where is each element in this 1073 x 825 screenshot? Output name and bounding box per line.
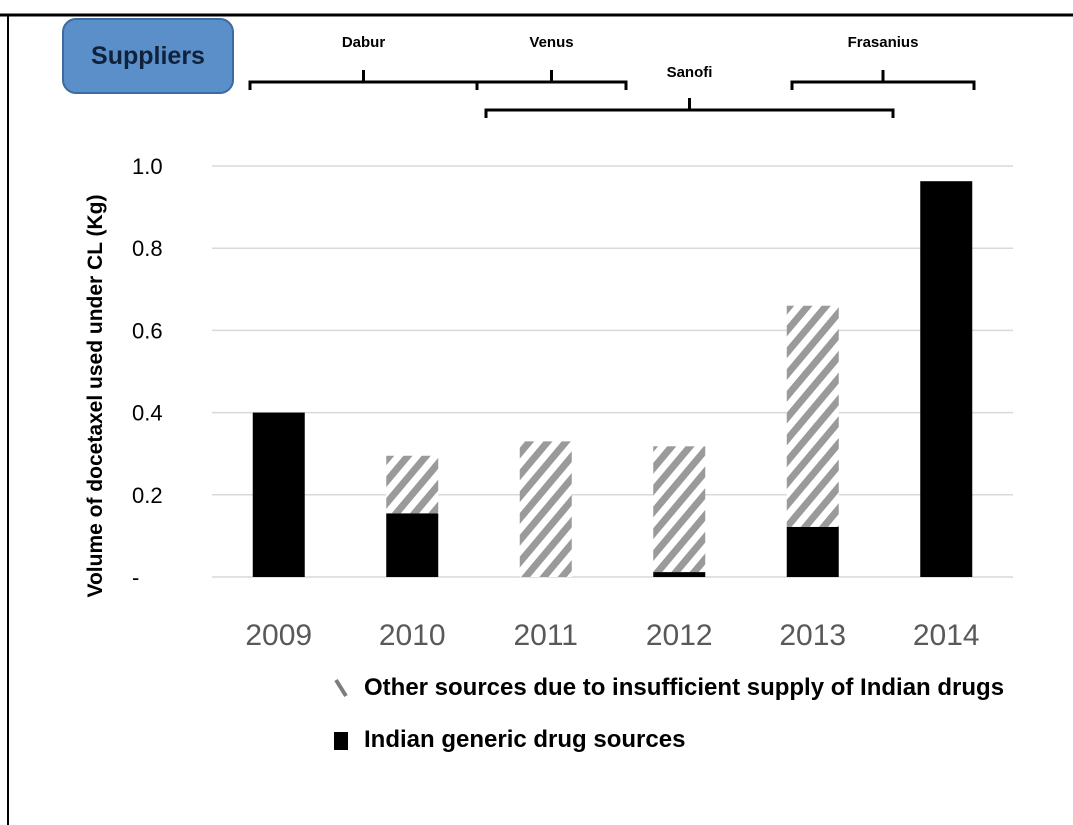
legend-label-other: Other sources due to insufficient supply… <box>364 674 1005 701</box>
gridlines <box>212 165 1013 578</box>
y-tick-label: 1.0 <box>132 154 163 179</box>
bar-other-2012 <box>653 446 706 573</box>
bars <box>252 181 973 577</box>
bar-indian-2009 <box>252 412 305 577</box>
bar-indian-2013 <box>786 526 839 577</box>
y-tick-labels: - 0.2 0.4 0.6 0.8 1.0 <box>132 154 163 590</box>
supplier-brackets: Dabur Venus Sanofi Frasanius <box>248 34 976 118</box>
x-tick-label: 2013 <box>779 619 846 652</box>
y-tick-label: 0.2 <box>132 483 163 508</box>
x-tick-label: 2010 <box>379 619 446 652</box>
x-tick-label: 2012 <box>646 619 713 652</box>
supplier-label-sanofi: Sanofi <box>667 64 713 81</box>
supplier-bracket-venus <box>475 70 628 90</box>
suppliers-header-box: Suppliers <box>62 18 234 94</box>
supplier-label-venus: Venus <box>529 34 573 51</box>
y-axis-title: Volume of docetaxel used under CL (Kg) <box>84 194 107 598</box>
y-tick-label: - <box>132 565 139 590</box>
legend-solid-icon <box>334 732 348 750</box>
suppliers-header-label: Suppliers <box>91 41 205 70</box>
supplier-bracket-dabur <box>248 70 479 90</box>
bar-other-2011 <box>519 441 572 577</box>
x-tick-label: 2011 <box>513 619 578 652</box>
bar-other-2010 <box>386 455 439 514</box>
legend-label-indian: Indian generic drug sources <box>364 726 686 753</box>
supplier-bracket-sanofi <box>484 98 895 118</box>
x-tick-label: 2009 <box>245 619 312 652</box>
bar-indian-2012 <box>653 572 706 577</box>
legend-hatch-icon <box>334 678 348 698</box>
y-tick-label: 0.8 <box>132 236 163 261</box>
bar-indian-2014 <box>920 181 973 577</box>
bar-other-2013 <box>786 305 839 527</box>
bar-indian-2010 <box>386 513 439 577</box>
y-tick-label: 0.4 <box>132 401 163 426</box>
x-tick-labels: 2009 2010 2011 2012 2013 2014 <box>245 619 979 652</box>
y-tick-label: 0.6 <box>132 318 163 343</box>
x-tick-label: 2014 <box>913 619 980 652</box>
legend-item-other: Other sources due to insufficient supply… <box>332 674 1004 702</box>
supplier-label-dabur: Dabur <box>342 34 386 51</box>
supplier-bracket-frasanius <box>790 70 976 90</box>
legend-item-indian: Indian generic drug sources <box>332 726 685 754</box>
supplier-label-frasanius: Frasanius <box>848 34 919 51</box>
